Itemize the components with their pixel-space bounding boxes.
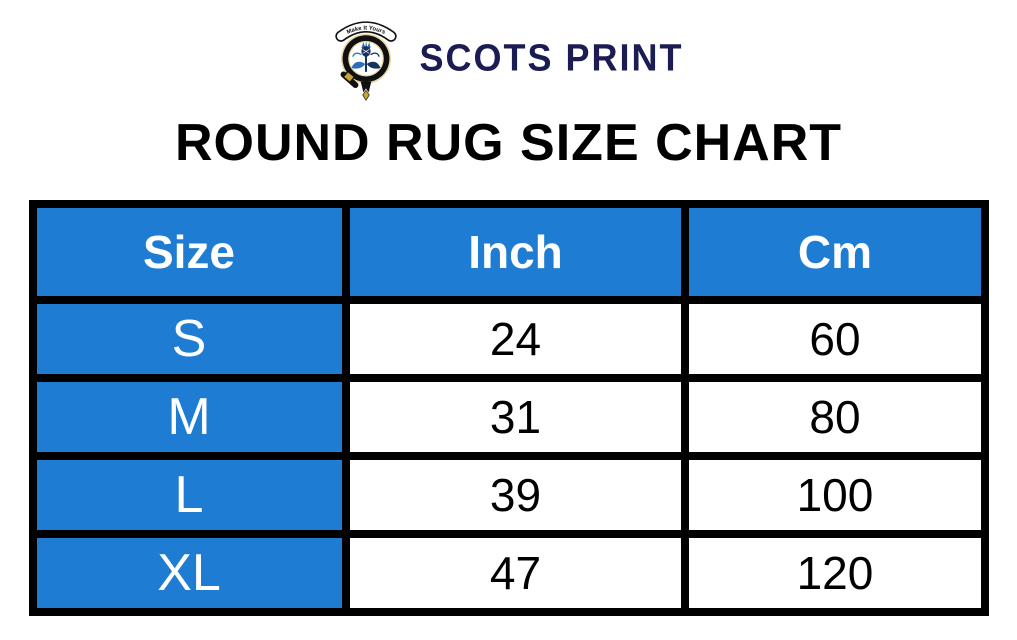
column-header-size: Size xyxy=(36,207,342,296)
cm-cell-row-1: 60 xyxy=(689,303,981,374)
cm-cell-row-4: 120 xyxy=(689,537,981,608)
thistle-icon xyxy=(351,40,382,72)
inch-cell-row-1: 24 xyxy=(349,303,682,374)
inch-cell-row-2: 31 xyxy=(349,381,682,452)
cm-cell-row-2: 80 xyxy=(689,381,981,452)
inch-cell-row-4: 47 xyxy=(349,537,682,608)
size-cell-row-1: S xyxy=(36,303,342,374)
size-chart-table: Size Inch Cm S 24 60 M 31 80 L 39 100 XL… xyxy=(28,199,989,616)
svg-text:Make It Yours: Make It Yours xyxy=(347,26,388,37)
column-header-inch: Inch xyxy=(349,207,682,296)
brand-name: SCOTS PRINT xyxy=(419,35,684,79)
cm-cell-row-3: 100 xyxy=(689,459,981,530)
logo-row: Make It Yours SCOTS P xyxy=(0,10,1017,106)
column-header-cm: Cm xyxy=(689,207,981,296)
inch-cell-row-3: 39 xyxy=(349,459,682,530)
scots-print-clan-badge-icon: Make It Yours xyxy=(335,21,398,101)
badge-motto-text: Make It Yours xyxy=(347,26,388,37)
brand-header: Make It Yours SCOTS P xyxy=(0,10,1017,106)
size-cell-row-3: L xyxy=(36,459,342,530)
size-cell-row-2: M xyxy=(36,381,342,452)
page-title: ROUND RUG SIZE CHART xyxy=(174,114,843,172)
size-cell-row-4: XL xyxy=(36,537,342,608)
